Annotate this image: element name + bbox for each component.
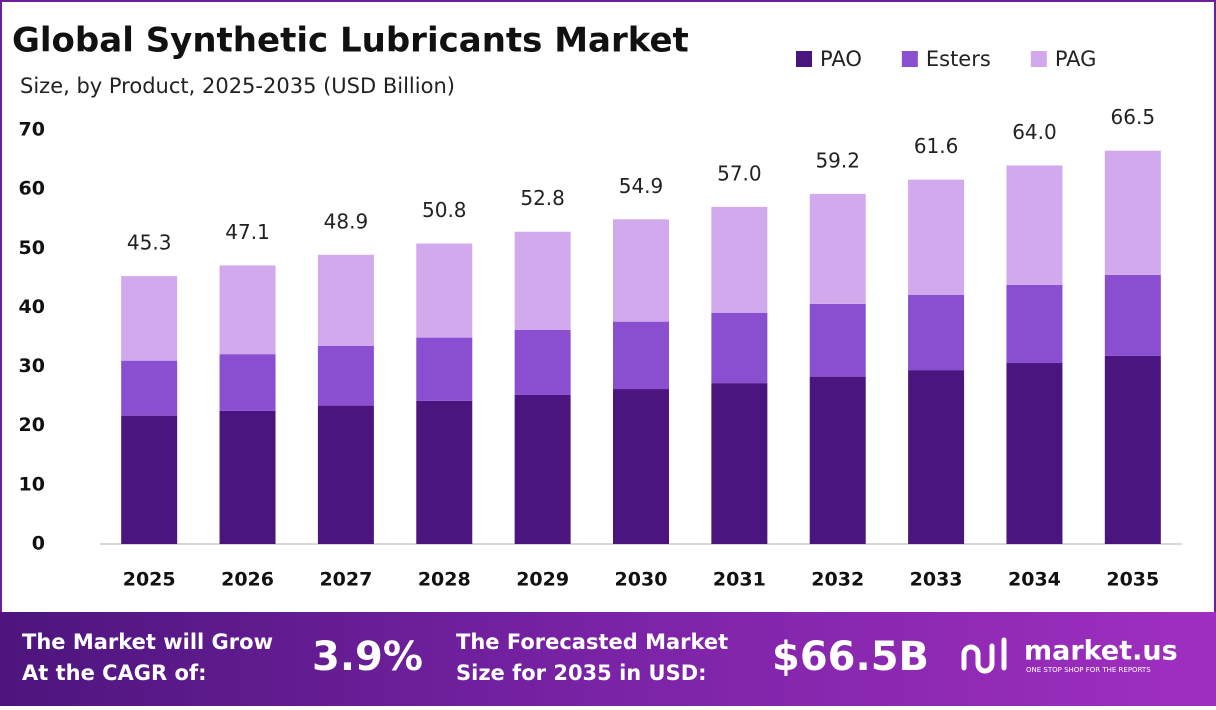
- total-label: 64.0: [1012, 120, 1057, 144]
- total-label: 59.2: [815, 148, 860, 172]
- bar-segment: [219, 354, 276, 411]
- chart-title: Global Synthetic Lubricants Market: [12, 21, 689, 61]
- bar-segment: [416, 400, 473, 544]
- bar-segment: [809, 376, 866, 544]
- x-tick-label: 2032: [811, 569, 864, 591]
- x-tick-label: 2028: [418, 569, 471, 591]
- total-label: 61.6: [914, 134, 959, 158]
- total-label: 57.0: [717, 161, 762, 185]
- legend-swatch: [796, 51, 812, 67]
- x-tick-label: 2029: [516, 569, 569, 591]
- bar-segment: [1006, 284, 1063, 364]
- bar-segment: [613, 389, 669, 544]
- tagline: ONE STOP SHOP FOR THE REPORTS: [1026, 666, 1151, 674]
- bar-segment: [613, 219, 669, 322]
- x-tick-label: 2027: [319, 569, 372, 591]
- y-tick-label: 20: [19, 414, 45, 436]
- bar-segment: [613, 321, 669, 390]
- footer-band: [0, 612, 1216, 706]
- cagr-value: 3.9%: [312, 634, 423, 680]
- bar-segment: [317, 254, 374, 346]
- total-label: 52.8: [520, 186, 565, 210]
- bar-segment: [416, 243, 473, 338]
- total-label: 45.3: [127, 231, 172, 255]
- bar-segment: [121, 360, 178, 416]
- total-label: 54.9: [619, 174, 664, 198]
- bar-segment: [317, 345, 374, 406]
- bar-segment: [1104, 150, 1161, 275]
- forecast-label: Size for 2035 in USD:: [456, 661, 707, 685]
- legend-label: PAO: [820, 47, 862, 71]
- bar-segment: [219, 410, 276, 544]
- bar-segment: [514, 231, 571, 330]
- bar-segment: [711, 312, 768, 384]
- total-label: 48.9: [324, 209, 369, 233]
- legend-label: PAG: [1055, 47, 1097, 71]
- x-tick-label: 2025: [123, 569, 176, 591]
- bar-segment: [514, 394, 571, 544]
- x-tick-label: 2033: [910, 569, 963, 591]
- total-label: 47.1: [225, 220, 270, 244]
- bar-segment: [908, 370, 965, 544]
- x-tick-label: 2026: [221, 569, 274, 591]
- x-tick-label: 2030: [615, 569, 668, 591]
- total-label: 66.5: [1111, 105, 1156, 129]
- bar-segment: [809, 193, 866, 304]
- bar-segment: [711, 383, 768, 544]
- y-tick-label: 0: [32, 533, 45, 555]
- bar-segment: [711, 206, 768, 313]
- bar-segment: [317, 405, 374, 544]
- total-label: 50.8: [422, 198, 467, 222]
- brand: market.us: [1024, 636, 1178, 667]
- forecast-value: $66.5B: [772, 634, 929, 680]
- brand-logo: [961, 637, 1007, 674]
- chart-subtitle: Size, by Product, 2025-2035 (USD Billion…: [20, 74, 455, 98]
- bar-segment: [219, 265, 276, 355]
- x-tick-label: 2035: [1106, 569, 1159, 591]
- bar-segment: [809, 303, 866, 377]
- y-tick-label: 40: [19, 296, 45, 318]
- y-tick-label: 60: [19, 178, 45, 200]
- bar-segment: [908, 295, 965, 371]
- legend-swatch: [901, 51, 918, 67]
- forecast-label: The Forecasted Market: [456, 630, 728, 654]
- x-tick-label: 2034: [1008, 569, 1061, 591]
- legend-swatch: [1030, 51, 1047, 67]
- cagr-label: The Market will Grow: [22, 630, 273, 654]
- bar-segment: [121, 415, 178, 544]
- bar-segment: [1104, 274, 1161, 356]
- bar-segment: [908, 179, 965, 296]
- y-tick-label: 10: [19, 473, 45, 495]
- bar-segment: [1006, 363, 1063, 544]
- cagr-label: At the CAGR of:: [22, 661, 207, 685]
- x-tick-label: 2031: [713, 569, 766, 591]
- bar-segment: [514, 329, 571, 395]
- y-tick-label: 50: [19, 237, 45, 259]
- legend-label: Esters: [926, 47, 991, 71]
- bar-segment: [1006, 165, 1063, 285]
- y-tick-label: 30: [19, 355, 45, 377]
- bar-segment: [121, 276, 178, 361]
- y-tick-label: 70: [19, 119, 45, 141]
- bar-segment: [1104, 355, 1161, 544]
- bar-segment: [416, 337, 473, 401]
